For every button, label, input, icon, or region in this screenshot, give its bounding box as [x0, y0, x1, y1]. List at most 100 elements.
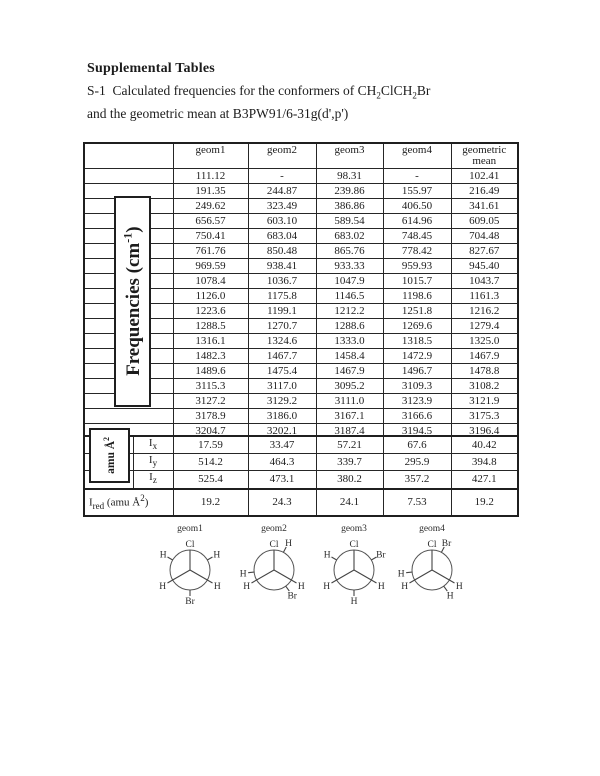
atom-label: H: [243, 582, 250, 592]
frequency-cell: 111.12: [172, 168, 249, 184]
frequency-cell: 3109.3: [382, 378, 452, 394]
frequency-cell: 3178.9: [172, 408, 249, 424]
atom-label: H: [285, 539, 292, 549]
frequency-cell: 1161.3: [450, 288, 519, 304]
frequencies-axis-label-box: Frequencies (cm-1): [114, 196, 151, 407]
frequency-cell: 386.86: [315, 198, 384, 214]
frequency-cell: 683.04: [247, 228, 317, 244]
newman-label: geom1: [177, 524, 203, 534]
frequency-row: 1288.5 1270.7 1288.6 1269.6 1279.4: [83, 318, 519, 334]
frequency-cell: 3186.0: [247, 408, 317, 424]
header-blank: [83, 142, 174, 169]
inertia-cell: 514.2: [172, 453, 249, 472]
inertia-cell: 40.42: [450, 435, 519, 455]
frequency-cell: 609.05: [450, 213, 519, 229]
atom-label: H: [159, 582, 166, 592]
frequency-cell: 1175.8: [247, 288, 317, 304]
title-block: Supplemental Tables S-1 Calculated frequ…: [87, 61, 547, 123]
frequency-cell: 3108.2: [450, 378, 519, 394]
ired-cell: 19.2: [450, 488, 519, 517]
newman-projection-geom1: geom1 Cl H H H H Br: [142, 523, 238, 608]
atom-label: H: [447, 591, 454, 601]
frequency-row: 656.57 603.10 589.54 614.96 609.05: [83, 213, 519, 229]
amu-axis-label: amu Å2: [102, 437, 117, 474]
frequency-cell: 1223.6: [172, 303, 249, 319]
frequency-cell: 249.62: [172, 198, 249, 214]
frequency-cell: 98.31: [315, 168, 384, 184]
frequency-cell: 341.61: [450, 198, 519, 214]
atom-label: Cl: [270, 540, 279, 550]
inertia-row: Iz 525.4 473.1 380.2 357.2 427.1: [83, 470, 519, 490]
frequency-row: 3127.2 3129.2 3111.0 3123.9 3121.9: [83, 393, 519, 409]
inertia-cell: 464.3: [247, 453, 317, 472]
frequency-cell: 1288.5: [172, 318, 249, 334]
atom-label: H: [456, 582, 463, 592]
atom-label: H: [401, 582, 408, 592]
ired-cell: 24.1: [315, 488, 384, 517]
frequency-cell: 761.76: [172, 243, 249, 259]
frequency-cell: 3166.6: [382, 408, 452, 424]
inertia-cell: 427.1: [450, 470, 519, 490]
atom-label: H: [213, 551, 220, 561]
frequency-cell: 1472.9: [382, 348, 452, 364]
inertia-row: Iy 514.2 464.3 339.7 295.9 394.8: [83, 453, 519, 472]
frequency-cell: 1270.7: [247, 318, 317, 334]
frequency-cell: 1333.0: [315, 333, 384, 349]
frequency-cell: 1458.4: [315, 348, 384, 364]
frequency-cell: 1279.4: [450, 318, 519, 334]
frequency-cell: 959.93: [382, 258, 452, 274]
frequency-cell: 704.48: [450, 228, 519, 244]
frequency-cell: 1467.7: [247, 348, 317, 364]
frequency-cell: 191.35: [172, 183, 249, 199]
reduced-inertia-table: Ired (amu Å2) 19.2 24.3 24.1 7.53 19.2: [83, 488, 519, 517]
inertia-cell: 33.47: [247, 435, 317, 455]
axis-spacer-cell: [83, 408, 174, 424]
frequency-row: 3178.9 3186.0 3167.1 3166.6 3175.3: [83, 408, 519, 424]
frequency-cell: 969.59: [172, 258, 249, 274]
frequency-row: 111.12-98.31-102.41: [83, 168, 519, 184]
newman-label: geom2: [261, 524, 287, 534]
frequency-cell: 3115.3: [172, 378, 249, 394]
caption-line2: and the geometric mean at B3PW91/6-31g(d…: [87, 106, 349, 122]
atom-label: H: [240, 569, 247, 579]
frequency-cell: 850.48: [247, 243, 317, 259]
frequency-cell: 102.41: [450, 168, 519, 184]
ired-cell: 7.53: [382, 488, 452, 517]
frequency-cell: 1251.8: [382, 303, 452, 319]
frequency-cell: 1146.5: [315, 288, 384, 304]
header-geom3: geom3: [315, 142, 384, 169]
frequency-cell: 3175.3: [450, 408, 519, 424]
frequency-cell: 656.57: [172, 213, 249, 229]
inertia-cell: 339.7: [315, 453, 384, 472]
frequency-cell: 778.42: [382, 243, 452, 259]
atom-label: Br: [442, 539, 452, 549]
frequency-cell: 3121.9: [450, 393, 519, 409]
frequency-cell: 1047.9: [315, 273, 384, 289]
frequency-cell: 1467.9: [315, 363, 384, 379]
inertia-cell: 380.2: [315, 470, 384, 490]
frequency-cell: 323.49: [247, 198, 317, 214]
header-geometric-mean: geometric mean: [450, 142, 519, 169]
frequency-row: 969.59 938.41 933.33 959.93 945.40: [83, 258, 519, 274]
frequency-cell: 1269.6: [382, 318, 452, 334]
atom-label: H: [214, 582, 221, 592]
frequency-cell: 1036.7: [247, 273, 317, 289]
inertia-cell: 525.4: [172, 470, 249, 490]
ired-cell: 24.3: [247, 488, 317, 517]
inertia-cell: 57.21: [315, 435, 384, 455]
header-geom4: geom4: [382, 142, 452, 169]
frequency-cell: 3111.0: [315, 393, 384, 409]
frequencies-axis-label: Frequencies (cm-1): [120, 226, 144, 377]
frequency-cell: 945.40: [450, 258, 519, 274]
newman-diagram-icon: Cl H H H H Br: [159, 540, 221, 607]
atom-label: H: [378, 582, 385, 592]
atom-label: H: [323, 582, 330, 592]
frequency-cell: 244.87: [247, 183, 317, 199]
inertia-cell: 473.1: [247, 470, 317, 490]
frequency-cell: 1316.1: [172, 333, 249, 349]
inertia-cell: 357.2: [382, 470, 452, 490]
frequency-cell: 1475.4: [247, 363, 317, 379]
frequency-cell: 1496.7: [382, 363, 452, 379]
frequency-cell: 750.41: [172, 228, 249, 244]
